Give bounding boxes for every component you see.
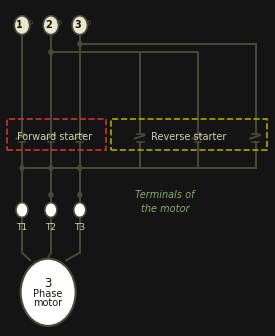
Circle shape — [49, 193, 53, 197]
Text: 3: 3 — [74, 19, 81, 30]
Circle shape — [78, 193, 82, 197]
Text: T2: T2 — [45, 223, 56, 233]
Text: 2: 2 — [45, 19, 52, 30]
Text: Φ: Φ — [56, 19, 62, 26]
Circle shape — [78, 41, 82, 46]
Circle shape — [21, 259, 76, 326]
Text: T1: T1 — [16, 223, 28, 233]
Text: 1: 1 — [16, 19, 23, 30]
Text: Forward starter: Forward starter — [17, 132, 93, 142]
Circle shape — [72, 16, 87, 35]
Circle shape — [78, 166, 82, 170]
Text: Φ: Φ — [28, 19, 33, 26]
Circle shape — [43, 16, 59, 35]
Text: Reverse starter: Reverse starter — [151, 132, 226, 142]
Circle shape — [20, 166, 24, 170]
Text: Φ: Φ — [85, 19, 91, 26]
Text: motor: motor — [34, 298, 63, 308]
Text: Terminals of
the motor: Terminals of the motor — [135, 190, 195, 214]
Circle shape — [16, 203, 28, 217]
Circle shape — [49, 166, 53, 170]
Text: T3: T3 — [74, 223, 85, 233]
Circle shape — [45, 203, 57, 217]
Circle shape — [14, 16, 30, 35]
Circle shape — [49, 50, 53, 54]
Circle shape — [74, 203, 86, 217]
Text: Phase: Phase — [34, 289, 63, 299]
Text: 3: 3 — [45, 278, 52, 290]
